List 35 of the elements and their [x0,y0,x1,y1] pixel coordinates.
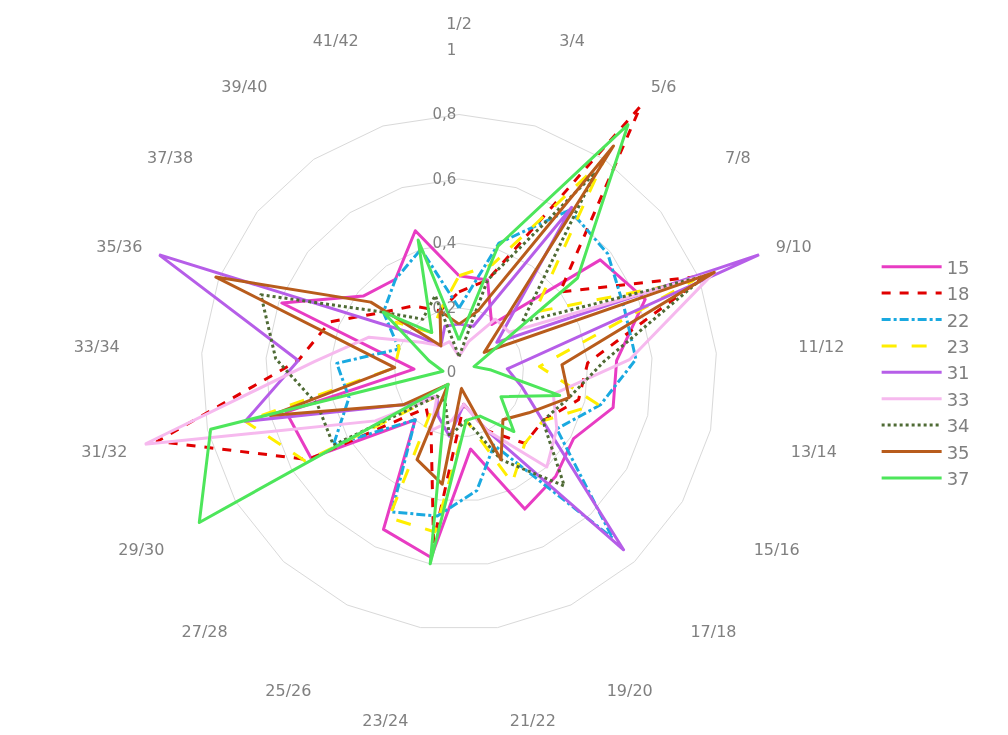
legend-label: 34 [946,415,970,437]
y-tick-label: 0,4 [432,234,457,253]
legend-label: 33 [946,388,970,410]
spoke-label: 31/32 [81,442,128,462]
spoke-label: 1/2 [446,14,472,34]
spoke-label: 5/6 [650,76,677,96]
legend-label: 18 [946,283,970,305]
legend-label: 37 [946,467,970,489]
legend-label: 35 [946,441,970,463]
y-tick-label: 1 [446,40,457,59]
y-tick-label: 0,8 [432,105,457,124]
legend-label: 23 [946,335,970,357]
spoke-label: 29/30 [118,540,165,560]
legend-label: 15 [946,256,970,278]
legend-label: 22 [946,309,970,331]
spoke-label: 35/36 [96,237,143,257]
spoke-label: 19/20 [606,680,653,700]
y-tick-label: 0 [446,363,457,382]
spoke-label: 41/42 [312,31,359,51]
spoke-label: 21/22 [509,710,556,730]
spoke-label: 39/40 [221,76,268,96]
spoke-label: 11/12 [798,337,845,357]
spoke-label: 15/16 [753,540,800,560]
spoke-label: 23/24 [362,710,409,730]
spoke-label: 3/4 [559,31,586,51]
spoke-label: 37/38 [146,147,194,167]
spoke-label: 13/14 [790,442,837,462]
y-tick-label: 0,6 [432,169,457,188]
legend-label: 31 [946,362,970,384]
spoke-label: 7/8 [725,147,751,167]
spoke-label: 9/10 [775,237,812,257]
spoke-label: 27/28 [181,622,228,642]
spoke-label: 25/26 [265,680,312,700]
spoke-label: 17/18 [690,622,737,642]
spoke-label: 33/34 [73,337,120,357]
